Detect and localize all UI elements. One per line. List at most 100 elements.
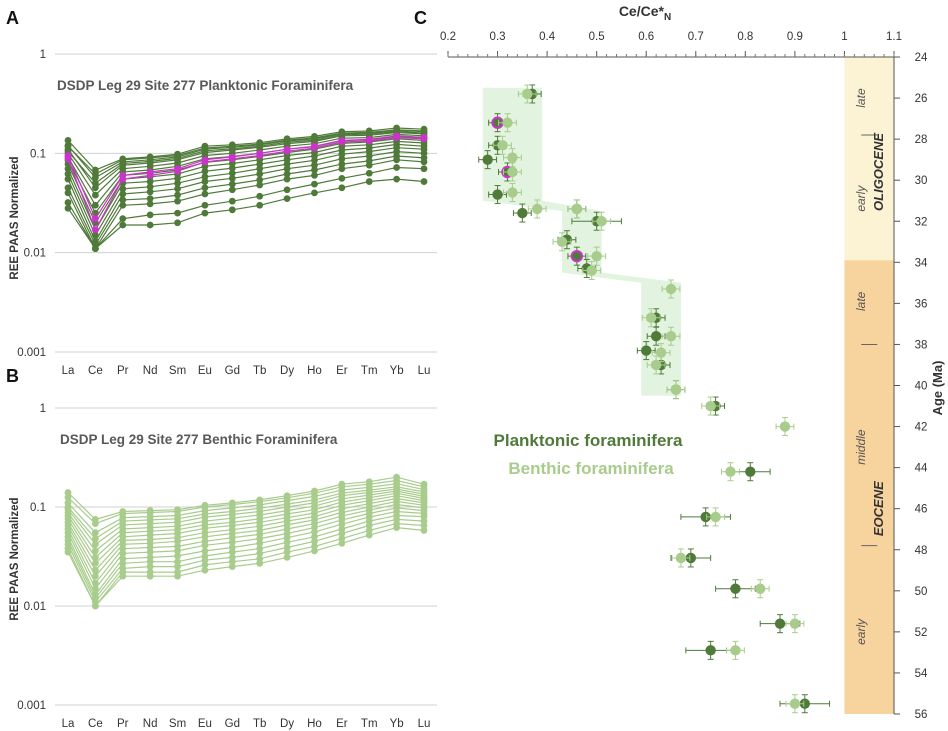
- series-p11: [64, 152, 428, 249]
- x-tick-label: 0.5: [589, 31, 605, 43]
- data-point: [570, 249, 584, 263]
- series-line: [67, 166, 425, 250]
- eocene-band: [844, 260, 894, 714]
- series-p9: [64, 144, 428, 239]
- planktonic-ree-chart: DSDP Leg 29 Site 277 Planktonic Foramini…: [9, 49, 437, 377]
- series-b14: [64, 512, 428, 602]
- x-tick-label: Er: [336, 718, 348, 730]
- data-point: [174, 563, 181, 571]
- data-point: [201, 147, 209, 155]
- data-point: [201, 209, 209, 217]
- benthic-point: [552, 232, 572, 252]
- series-line: [67, 522, 425, 608]
- x-tick-label: 1: [841, 31, 847, 43]
- series-b17: [64, 524, 428, 610]
- data-point: [64, 175, 72, 183]
- benthic-point: [641, 308, 661, 328]
- data-point: [311, 171, 318, 179]
- x-tick-label: Lu: [418, 718, 431, 730]
- x-tick-label: Yb: [390, 365, 404, 377]
- subepoch-label: middle: [854, 429, 868, 465]
- data-point: [256, 142, 264, 150]
- data-point: [393, 164, 401, 171]
- x-tick-label: Nd: [143, 718, 158, 730]
- series-line: [67, 526, 425, 608]
- data-point: [119, 549, 127, 557]
- data-point: [228, 206, 236, 214]
- data-point: [256, 549, 264, 557]
- planktonic-point: [488, 113, 507, 133]
- panel-a-label: A: [6, 8, 19, 28]
- series-line: [67, 127, 425, 171]
- data-point: [650, 359, 662, 371]
- y-tick-label: 44: [915, 463, 928, 475]
- data-point: [201, 190, 209, 198]
- data-point: [201, 158, 209, 166]
- data-point: [174, 547, 181, 555]
- data-point: [64, 489, 72, 496]
- data-point: [517, 207, 528, 219]
- data-point: [670, 384, 682, 395]
- y-tick-label: 0.1: [30, 148, 46, 160]
- y-tick-label: 38: [915, 339, 928, 351]
- data-point: [228, 538, 236, 546]
- data-point: [591, 250, 602, 262]
- data-point: [705, 400, 716, 412]
- series-line: [67, 178, 425, 250]
- series-line: [67, 497, 425, 572]
- data-point: [365, 531, 373, 539]
- series-line: [67, 136, 425, 232]
- data-point: [283, 170, 291, 178]
- planktonic-point: [488, 185, 507, 205]
- data-point: [492, 189, 503, 200]
- series-line: [67, 130, 425, 185]
- data-point: [91, 602, 99, 610]
- y-tick-label: 56: [915, 709, 928, 721]
- data-point: [201, 547, 209, 555]
- data-point: [64, 184, 72, 192]
- data-point: [365, 152, 373, 160]
- data-point: [283, 147, 291, 155]
- x-tick-label: 1.1: [886, 31, 902, 43]
- data-point: [705, 645, 716, 656]
- data-point: [311, 180, 318, 188]
- data-point: [365, 130, 373, 138]
- data-point: [64, 155, 72, 163]
- data-point: [146, 178, 154, 185]
- series-line: [67, 507, 425, 590]
- data-point: [393, 524, 401, 531]
- data-point: [393, 175, 401, 183]
- data-point: [283, 544, 291, 551]
- data-point: [789, 618, 801, 629]
- data-point: [174, 174, 181, 182]
- x-tick-label: 0.6: [638, 31, 654, 43]
- x-tick-label: 0.3: [490, 31, 506, 43]
- data-point: [482, 154, 493, 165]
- planktonic-point: [512, 203, 532, 223]
- data-point: [119, 215, 127, 223]
- y-tick-label: 0.001: [17, 347, 46, 359]
- data-point: [256, 160, 264, 168]
- data-point: [201, 167, 209, 175]
- y-tick-label: 46: [915, 504, 928, 516]
- data-point: [641, 345, 652, 356]
- data-point: [146, 157, 154, 165]
- ce-anomaly-band: [482, 87, 681, 396]
- data-point: [774, 618, 786, 629]
- x-tick-label: Pr: [117, 718, 129, 730]
- x-tick-label: La: [62, 365, 75, 377]
- data-point: [256, 176, 264, 184]
- data-point: [174, 219, 181, 227]
- y-tick-label: 42: [915, 422, 928, 434]
- data-point: [256, 535, 264, 542]
- data-point: [338, 530, 346, 537]
- benthic-point: [567, 199, 587, 219]
- benthic-point: [701, 396, 721, 416]
- data-point: [201, 201, 209, 209]
- y-tick-label: 1: [40, 49, 46, 61]
- legend-planktonic: Planktonic foraminifera: [494, 431, 683, 450]
- benthic-point: [517, 84, 537, 104]
- data-point: [365, 522, 373, 529]
- series-line: [67, 510, 425, 596]
